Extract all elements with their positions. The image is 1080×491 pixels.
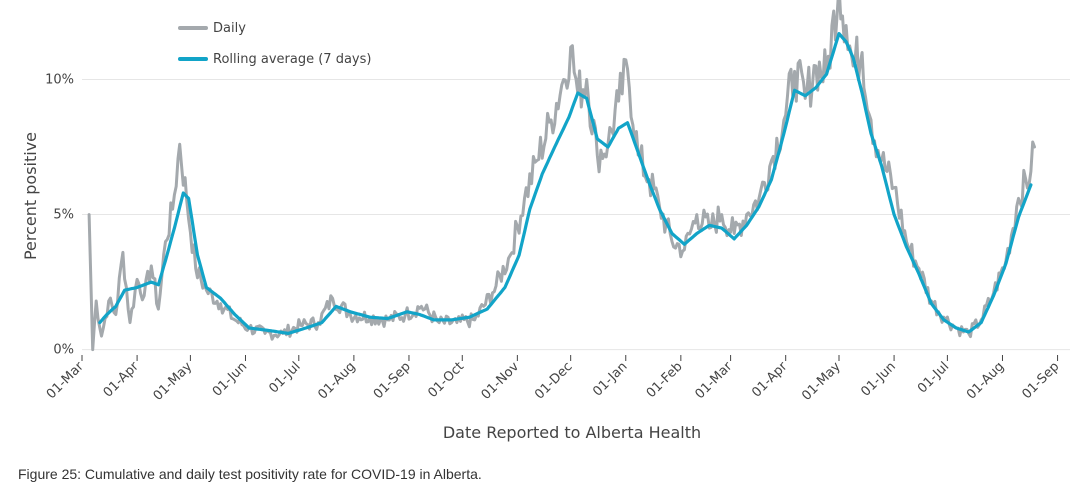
- x-tick-label: 01-Jun: [210, 359, 251, 400]
- x-tick-label: 01-Apr: [101, 359, 143, 401]
- x-axis: 01-Mar 01-Apr 01-May 01-Jun 01-Jul 01-Aug 01-S…: [44, 355, 1062, 404]
- x-tick-label: 01-Apr: [749, 359, 791, 401]
- x-tick-label: 01-Jun: [858, 359, 899, 400]
- rolling-average-line: [98, 32, 1033, 335]
- x-tick-label: 01-Jul: [266, 359, 303, 396]
- legend-rolling-label: Rolling average (7 days): [213, 52, 371, 67]
- x-tick-label: 01-Jul: [915, 359, 952, 396]
- x-tick-label: 01-Mar: [44, 359, 87, 402]
- x-tick-label: 01-Feb: [644, 359, 686, 401]
- y-tick-label: 0%: [53, 343, 74, 358]
- x-tick-label: 01-Dec: [532, 359, 575, 402]
- legend: Daily Rolling average (7 days): [178, 21, 371, 67]
- y-axis-title: Percent positive: [21, 132, 40, 260]
- x-tick-label: 01-Aug: [315, 359, 358, 402]
- figure-caption: Figure 25: Cumulative and daily test pos…: [18, 466, 482, 482]
- x-tick-label: 01-Sep: [371, 359, 414, 402]
- x-tick-label: 01-Jan: [590, 359, 630, 399]
- x-tick-label: 01-Mar: [692, 359, 735, 402]
- y-axis: 0% 5% 10%: [45, 73, 74, 358]
- x-tick-label: 01-Sep: [1019, 359, 1062, 402]
- x-tick-label: 01-May: [151, 359, 196, 404]
- positivity-chart: 01-Mar 01-Apr 01-May 01-Jun 01-Jul 01-Aug 01-S…: [21, 0, 1070, 442]
- x-tick-label: 01-Oct: [425, 359, 467, 401]
- x-tick-label: 01-May: [799, 359, 844, 404]
- y-tick-label: 10%: [45, 73, 74, 88]
- x-tick-label: 01-Aug: [964, 359, 1007, 402]
- legend-daily-label: Daily: [213, 21, 246, 36]
- x-axis-title: Date Reported to Alberta Health: [443, 423, 701, 442]
- x-tick-label: 01-Nov: [479, 359, 523, 403]
- y-tick-label: 5%: [53, 208, 74, 223]
- series-lines: [87, 0, 1036, 352]
